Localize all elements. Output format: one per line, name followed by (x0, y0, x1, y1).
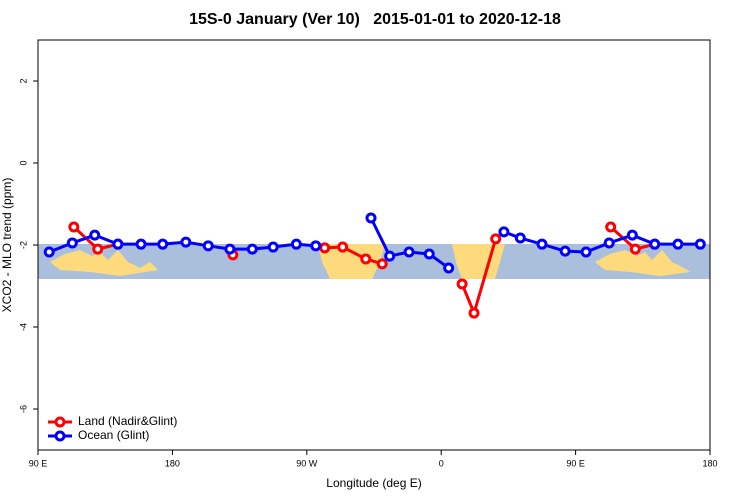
data-point (672, 238, 684, 250)
data-point (112, 238, 124, 250)
x-tick-label: 90 E (566, 458, 585, 468)
data-point (605, 221, 617, 233)
y-tick-label: -4 (18, 323, 28, 331)
series-line (324, 245, 383, 266)
y-tick-label: -2 (18, 241, 28, 249)
data-point (267, 241, 279, 253)
land-shape (50, 250, 158, 276)
data-point (536, 238, 548, 250)
y-axis-label: XCO2 - MLO trend (ppm) (0, 178, 14, 313)
data-point (92, 243, 104, 255)
legend-marker (54, 430, 66, 442)
x-tick-label: 180 (702, 458, 717, 468)
data-point (68, 221, 80, 233)
legend-label: Ocean (Glint) (78, 428, 149, 442)
map-background (38, 244, 710, 279)
data-point (514, 232, 526, 244)
data-point (490, 233, 502, 245)
legend-label: Land (Nadir&Glint) (78, 414, 177, 428)
y-tick-label: -6 (18, 405, 28, 413)
data-point (319, 242, 331, 254)
x-axis-label: Longitude (deg E) (326, 476, 421, 490)
x-tick-label: 90 E (29, 458, 48, 468)
data-point (180, 236, 192, 248)
data-point (559, 245, 571, 257)
data-point (337, 241, 349, 253)
data-point (224, 243, 236, 255)
data-point (468, 307, 480, 319)
data-point (365, 212, 377, 224)
data-point (246, 243, 258, 255)
legend-marker (54, 416, 66, 428)
data-point (384, 250, 396, 262)
x-tick-label: 90 W (296, 458, 318, 468)
legend-item: Land (Nadir&Glint) (48, 414, 177, 428)
data-point (202, 240, 214, 252)
data-point (403, 246, 415, 258)
data-point (694, 238, 706, 250)
data-point (157, 238, 169, 250)
data-point (290, 238, 302, 250)
series-line (503, 230, 701, 254)
data-point (360, 253, 372, 265)
data-point (135, 238, 147, 250)
data-point (603, 237, 615, 249)
data-point (498, 226, 510, 238)
x-tick-label: 180 (165, 458, 180, 468)
data-point (66, 237, 78, 249)
legend-item: Ocean (Glint) (48, 428, 149, 442)
data-point (456, 278, 468, 290)
x-tick-label: 0 (439, 458, 444, 468)
y-tick-label: 0 (18, 160, 28, 165)
data-point (376, 258, 388, 270)
data-point (580, 246, 592, 258)
y-tick-label: 2 (18, 78, 28, 83)
data-point (629, 243, 641, 255)
land-shape (595, 250, 690, 276)
data-point (423, 248, 435, 260)
data-point (310, 240, 322, 252)
chart-title: 15S-0 January (Ver 10) 2015-01-01 to 202… (189, 11, 561, 28)
data-point (443, 262, 455, 274)
land-shape (318, 244, 385, 279)
data-point (43, 246, 55, 258)
data-point (626, 229, 638, 241)
data-point (649, 238, 661, 250)
data-point (89, 229, 101, 241)
